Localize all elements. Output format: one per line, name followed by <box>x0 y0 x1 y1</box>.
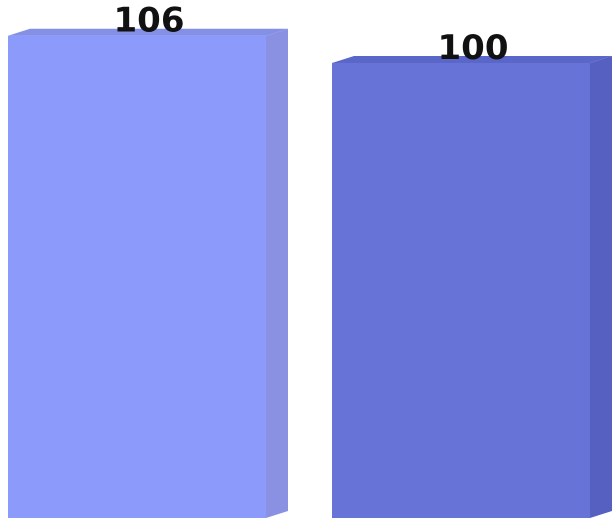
bar-1-side <box>266 28 288 518</box>
bars-group <box>8 28 612 518</box>
bar-2-top <box>332 56 612 63</box>
bar-1 <box>8 35 266 518</box>
bar-1-top <box>8 28 288 36</box>
bar-value-label-2: 100 <box>438 28 509 68</box>
data-labels-group: 106 100 <box>114 1 509 68</box>
bar-2-side <box>590 56 612 518</box>
bar-2 <box>332 63 590 518</box>
bar-value-label-1: 106 <box>114 1 185 41</box>
